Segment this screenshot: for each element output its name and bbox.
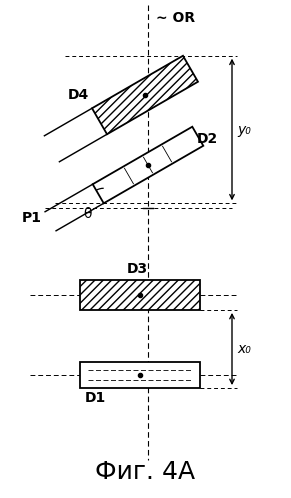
Bar (80, 280, 200, 310)
Text: x₀: x₀ (237, 342, 251, 356)
Bar (80, 362, 200, 388)
Text: Фиг. 4А: Фиг. 4А (95, 460, 195, 484)
Text: D2: D2 (196, 132, 218, 146)
Text: P1: P1 (22, 211, 42, 225)
Text: D3: D3 (126, 262, 148, 276)
Polygon shape (93, 126, 203, 203)
Polygon shape (92, 56, 198, 134)
Text: θ: θ (83, 207, 92, 221)
Text: D4: D4 (68, 88, 89, 102)
Text: y₀: y₀ (237, 123, 251, 136)
Text: ∼ OR: ∼ OR (156, 11, 195, 25)
Text: D1: D1 (84, 391, 106, 405)
